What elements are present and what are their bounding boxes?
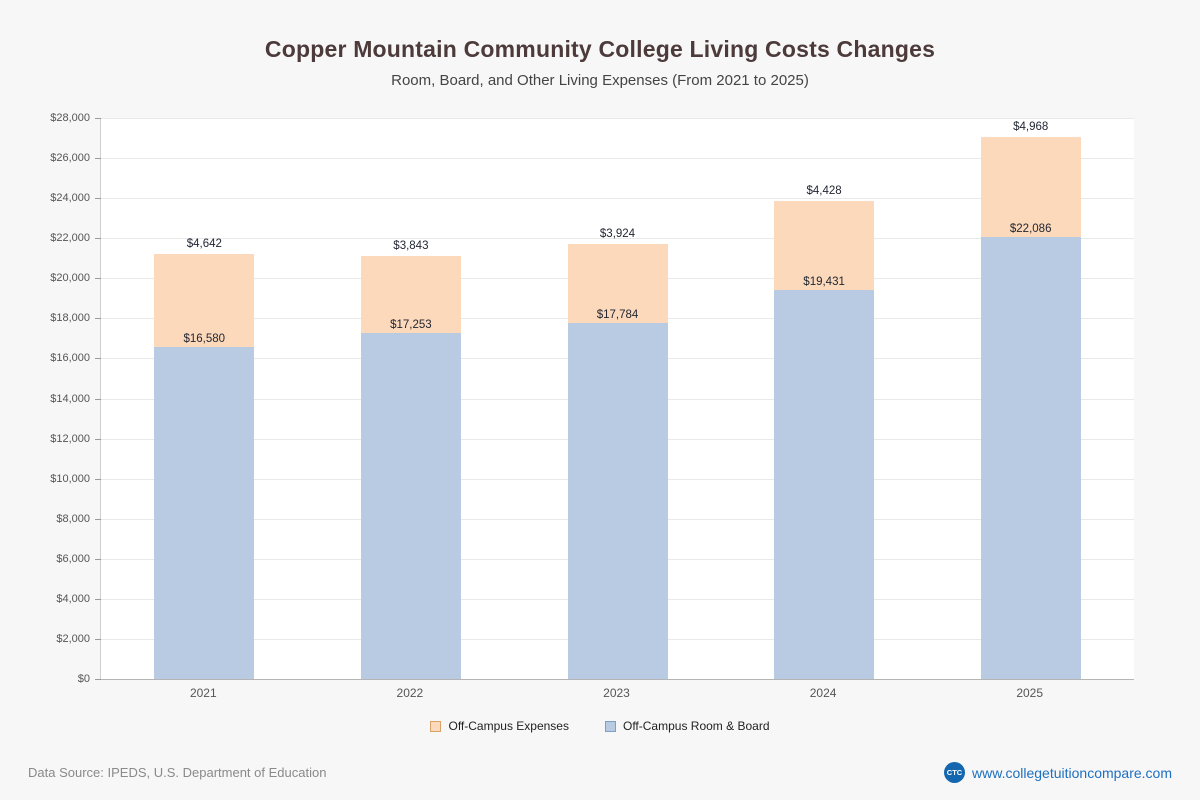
y-axis-label-26000: $26,000 bbox=[50, 152, 90, 165]
y-axis-label-2000: $2,000 bbox=[56, 632, 90, 645]
site-link[interactable]: CTC www.collegetuitioncompare.com bbox=[944, 762, 1172, 783]
data-source-text: Data Source: IPEDS, U.S. Department of E… bbox=[28, 765, 327, 780]
y-tick-2000 bbox=[95, 638, 101, 640]
bar-expenses-2025 bbox=[980, 136, 1081, 237]
y-tick-22000 bbox=[95, 238, 101, 240]
y-axis-label-28000: $28,000 bbox=[50, 112, 90, 124]
y-tick-0 bbox=[95, 679, 101, 680]
plot-area: $16,580 $4,642 $17,253 $3,843 $17,784 $3,924 $… bbox=[95, 118, 1134, 680]
ctc-logo: CTC bbox=[944, 762, 966, 783]
legend: Off-Campus Expenses Off-Campus Room & Boa… bbox=[0, 719, 1200, 733]
y-axis-labels: $0 $2,000 $4,000 $6,000 $8,000 $10,000 $12,000… bbox=[0, 112, 90, 685]
chart-subtitle: Room, Board, and Other Living Expenses (… bbox=[391, 72, 809, 89]
y-axis-label-20000: $20,000 bbox=[50, 272, 90, 285]
value-label-room-board-2022: $17,253 bbox=[390, 319, 432, 332]
footer: Data Source: IPEDS, U.S. Department of E… bbox=[28, 762, 1172, 783]
bar-expenses-2024 bbox=[774, 200, 875, 290]
value-label-room-board-2024: $19,431 bbox=[803, 275, 845, 288]
legend-swatch-icon bbox=[430, 720, 442, 732]
y-axis-label-6000: $6,000 bbox=[56, 552, 90, 565]
bar-expenses-2022 bbox=[360, 256, 461, 334]
y-tick-8000 bbox=[95, 518, 101, 520]
x-axis-label-2024: 2024 bbox=[809, 686, 837, 700]
gridline-22000 bbox=[101, 238, 1134, 240]
y-axis-label-4000: $4,000 bbox=[56, 592, 90, 605]
x-axis-label-2022: 2022 bbox=[396, 686, 424, 700]
y-tick-16000 bbox=[95, 358, 101, 360]
y-axis-label-22000: $22,000 bbox=[50, 232, 90, 245]
value-label-room-board-2023: $17,784 bbox=[596, 308, 639, 321]
y-tick-18000 bbox=[95, 318, 101, 320]
y-axis-label-0: $0 bbox=[77, 673, 90, 685]
y-tick-4000 bbox=[95, 598, 101, 600]
value-label-room-board-2025: $22,086 bbox=[1009, 222, 1052, 235]
legend-swatch-icon bbox=[604, 720, 616, 732]
x-axis-label-2021: 2021 bbox=[189, 686, 217, 700]
bar-room-board-2024 bbox=[774, 289, 875, 679]
gridline-28000 bbox=[101, 118, 1134, 119]
x-axis-labels: 2021 2022 2023 2024 2025 bbox=[100, 686, 1133, 706]
value-label-expenses-2022: $3,843 bbox=[393, 240, 429, 253]
bar-expenses-2023 bbox=[567, 244, 668, 323]
y-tick-20000 bbox=[95, 278, 101, 280]
gridline-24000 bbox=[101, 198, 1134, 200]
value-label-expenses-2021: $4,642 bbox=[186, 237, 222, 250]
site-url-text: www.collegetuitioncompare.com bbox=[972, 764, 1172, 781]
legend-item-1[interactable]: Off-Campus Room & Board bbox=[604, 719, 770, 733]
bar-expenses-2021 bbox=[154, 253, 255, 347]
chart-title: Copper Mountain Community College Living… bbox=[264, 36, 936, 62]
legend-label: Off-Campus Expenses bbox=[448, 719, 569, 733]
value-label-expenses-2025: $4,968 bbox=[1013, 120, 1049, 133]
y-axis-label-14000: $14,000 bbox=[50, 392, 90, 405]
y-axis-label-8000: $8,000 bbox=[56, 512, 90, 525]
bar-room-board-2022 bbox=[360, 333, 461, 679]
y-axis-label-18000: $18,000 bbox=[50, 312, 90, 325]
value-label-expenses-2024: $4,428 bbox=[806, 184, 842, 197]
y-tick-10000 bbox=[95, 478, 101, 480]
y-tick-28000 bbox=[95, 118, 101, 119]
value-label-expenses-2023: $3,924 bbox=[599, 228, 636, 241]
y-axis-label-12000: $12,000 bbox=[50, 432, 90, 445]
bar-room-board-2023 bbox=[567, 322, 668, 679]
value-label-room-board-2021: $16,580 bbox=[183, 332, 226, 345]
gridline-26000 bbox=[101, 158, 1134, 160]
y-tick-26000 bbox=[95, 158, 101, 160]
y-tick-6000 bbox=[95, 558, 101, 560]
y-axis-label-16000: $16,000 bbox=[50, 352, 90, 365]
x-axis-label-2025: 2025 bbox=[1016, 686, 1044, 700]
y-tick-14000 bbox=[95, 398, 101, 400]
y-tick-24000 bbox=[95, 198, 101, 200]
bar-room-board-2021 bbox=[154, 346, 255, 679]
y-tick-12000 bbox=[95, 438, 101, 440]
legend-label: Off-Campus Room & Board bbox=[622, 719, 770, 733]
y-axis-label-10000: $10,000 bbox=[50, 472, 90, 485]
x-axis-label-2023: 2023 bbox=[603, 686, 630, 700]
bar-room-board-2025 bbox=[980, 236, 1081, 679]
y-axis-label-24000: $24,000 bbox=[50, 192, 90, 205]
legend-item-0[interactable]: Off-Campus Expenses bbox=[430, 719, 569, 733]
